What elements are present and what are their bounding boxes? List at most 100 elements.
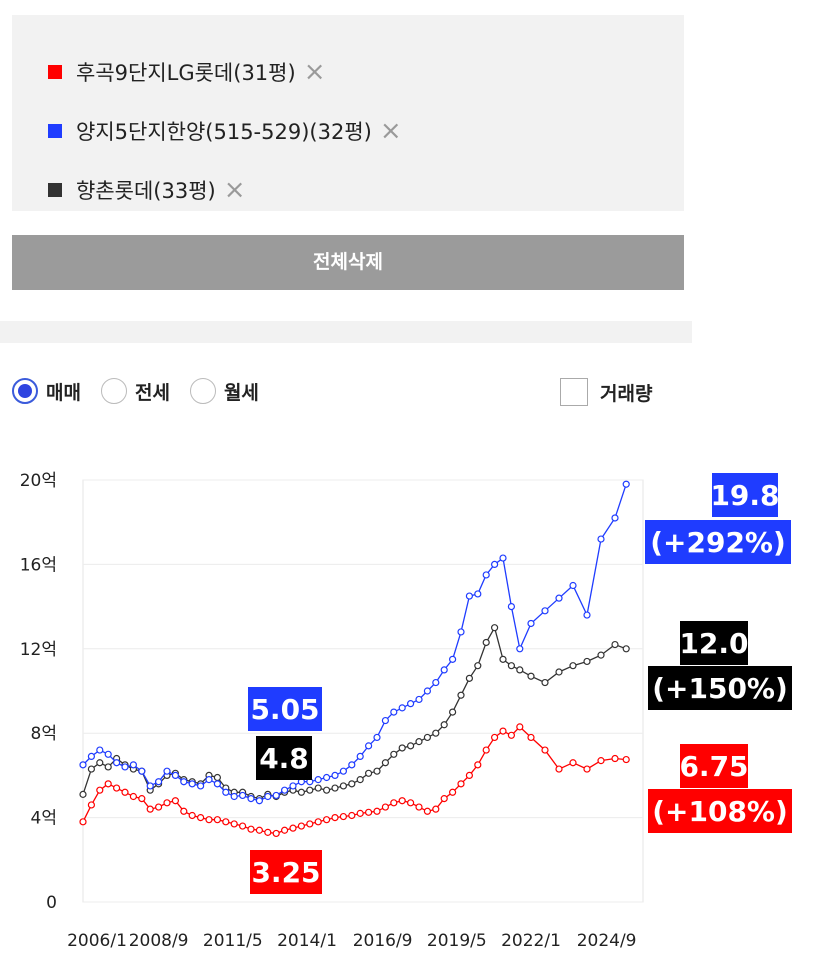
data-point: [373, 733, 381, 742]
data-point: [491, 733, 499, 742]
data-point: [272, 791, 280, 800]
data-point: [440, 721, 448, 729]
blue-square-icon: [48, 124, 62, 138]
value-tag-text: 19.8: [710, 479, 779, 512]
data-point: [541, 746, 549, 754]
data-point: [323, 773, 331, 782]
data-point: [555, 765, 563, 773]
legend-label: 후곡9단지LG롯데(31평): [76, 61, 296, 85]
data-point: [180, 807, 188, 815]
data-point: [314, 818, 322, 826]
data-point: [390, 750, 398, 758]
data-point: [171, 797, 179, 805]
y-axis-labels: 20억 16억 12억 8억 4억 0: [20, 471, 57, 913]
clear-all-button[interactable]: 전체삭제: [12, 235, 684, 290]
data-point: [138, 767, 146, 775]
data-point: [96, 759, 104, 767]
data-point: [583, 611, 591, 619]
remove-icon[interactable]: ×: [379, 116, 402, 146]
data-point: [474, 761, 482, 769]
data-point: [155, 778, 163, 786]
data-point: [339, 782, 347, 790]
data-point: [79, 818, 87, 826]
value-tag-text: (+108%): [652, 795, 788, 828]
data-point: [356, 776, 364, 784]
data-point: [205, 816, 213, 824]
data-point: [230, 792, 238, 801]
value-tag-bg: [648, 789, 792, 833]
data-point: [87, 765, 96, 773]
y-tick-label: 4억: [31, 809, 57, 829]
section-divider: [0, 321, 692, 343]
y-tick-label: 20억: [20, 471, 57, 491]
trade-type-radio-group: 매매 전세 월세: [12, 375, 279, 407]
data-point: [611, 640, 619, 649]
data-point: [348, 761, 356, 769]
data-point: [432, 729, 440, 737]
data-point: [541, 678, 549, 687]
data-point: [465, 674, 473, 682]
data-point: [339, 767, 347, 775]
data-point: [163, 799, 171, 807]
data-point: [611, 514, 619, 522]
data-point: [222, 788, 230, 796]
value-tag-bg: [712, 473, 778, 517]
data-point: [281, 826, 289, 834]
value-tag-bg: [256, 736, 312, 780]
data-point: [104, 780, 112, 788]
value-tag-text: 12.0: [679, 627, 748, 660]
radio-sale[interactable]: 매매: [12, 378, 81, 405]
radio-circle-icon[interactable]: [189, 378, 216, 404]
data-point: [398, 797, 406, 805]
data-point: [381, 759, 389, 767]
data-point: [541, 607, 549, 615]
x-tick-label: 2006/1: [67, 931, 127, 951]
radio-label: 매매: [46, 381, 81, 404]
data-point: [255, 826, 263, 834]
data-point: [297, 822, 305, 830]
data-point: [121, 788, 129, 796]
radio-circle-icon[interactable]: [100, 378, 127, 404]
data-point: [255, 797, 263, 805]
data-point: [569, 581, 577, 590]
data-point: [465, 771, 473, 779]
remove-icon[interactable]: ×: [303, 57, 326, 87]
legend-item-yangji: 양지5단지한양(515-529)(32평) ×: [48, 116, 402, 146]
data-point: [323, 786, 331, 794]
data-point: [79, 790, 87, 798]
data-point: [423, 687, 431, 695]
data-point: [306, 820, 314, 828]
x-axis-labels: 2006/1 2008/9 2011/5 2014/1 2016/9 2019/5 2022…: [67, 931, 636, 951]
remove-icon[interactable]: ×: [223, 175, 246, 205]
data-point: [138, 795, 146, 803]
selected-complex-legend: 후곡9단지LG롯데(31평) × 양지5단지한양(515-529)(32평) ×…: [12, 15, 684, 211]
data-point: [188, 780, 196, 788]
legend-label: 향촌롯데(33평): [76, 179, 216, 203]
data-point: [474, 662, 482, 670]
x-tick-label: 2016/9: [353, 931, 413, 951]
data-point: [87, 752, 96, 761]
data-point: [465, 592, 473, 600]
data-point: [155, 803, 163, 811]
chart-annotations: 19.8 (+292%) 12.0 (+150%) 6.75 (+108%) 5.05 4.8…: [248, 473, 792, 894]
data-point: [104, 750, 112, 758]
radio-monthly[interactable]: 월세: [189, 378, 259, 405]
data-point: [247, 825, 255, 833]
data-point: [129, 792, 137, 801]
black-square-icon: [48, 183, 62, 197]
data-point: [121, 763, 129, 771]
data-point: [222, 818, 230, 826]
radio-circle-icon[interactable]: [12, 378, 38, 404]
data-point: [306, 786, 314, 794]
radio-jeonse[interactable]: 전세: [100, 378, 170, 405]
data-point: [314, 784, 322, 792]
data-point: [499, 554, 507, 562]
volume-toggle[interactable]: 거래량: [560, 378, 652, 406]
volume-checkbox[interactable]: [560, 378, 588, 406]
legend-label: 양지5단지한양(515-529)(32평): [76, 120, 372, 144]
data-point: [171, 771, 179, 779]
data-point: [491, 560, 499, 569]
value-tag-text: 5.05: [250, 693, 319, 726]
y-tick-label: 8억: [31, 724, 57, 744]
data-point: [622, 645, 630, 653]
